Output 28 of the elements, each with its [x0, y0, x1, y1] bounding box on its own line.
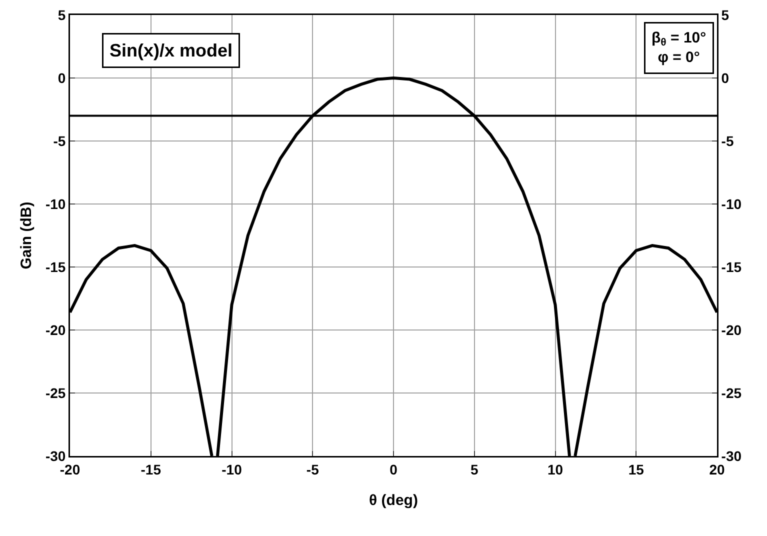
y2-tick-label: -15 [721, 258, 742, 275]
annotation: β$_{θ}$ = 10° φ = 0° [652, 30, 706, 66]
x-axis-title: θ (deg) [369, 492, 418, 510]
y-tick-label: -25 [45, 384, 66, 401]
y-tick-label: -10 [45, 196, 66, 212]
y2-tick-label: -25 [721, 384, 742, 401]
x-tick-label: 0 [390, 461, 398, 478]
x-tick-label: 5 [470, 461, 478, 478]
x-tick-label: -5 [306, 461, 320, 478]
x-tick-label: 10 [547, 461, 564, 478]
x-tick-label: 20 [709, 461, 725, 478]
y-tick-label: 5 [58, 6, 66, 23]
y-tick-label: -5 [53, 132, 66, 149]
y2-tick-label: -30 [721, 448, 742, 464]
y-tick-label: -20 [45, 322, 66, 338]
y-tick-label: -15 [45, 258, 66, 275]
y2-tick-label: 5 [721, 6, 730, 23]
y2-tick-label: -20 [721, 322, 742, 338]
y-axis-title: Gain (dB) [18, 202, 35, 270]
annotation: Sin(x)/x model [110, 40, 233, 60]
y2-tick-label: 0 [721, 70, 730, 86]
y-tick-label: -30 [45, 448, 66, 464]
x-tick-label: 15 [628, 461, 644, 478]
y2-tick-label: -10 [721, 196, 742, 212]
x-tick-label: -10 [222, 461, 242, 478]
y2-tick-label: -5 [721, 132, 734, 149]
x-tick-label: -15 [140, 461, 162, 478]
y-tick-label: 0 [58, 70, 66, 86]
